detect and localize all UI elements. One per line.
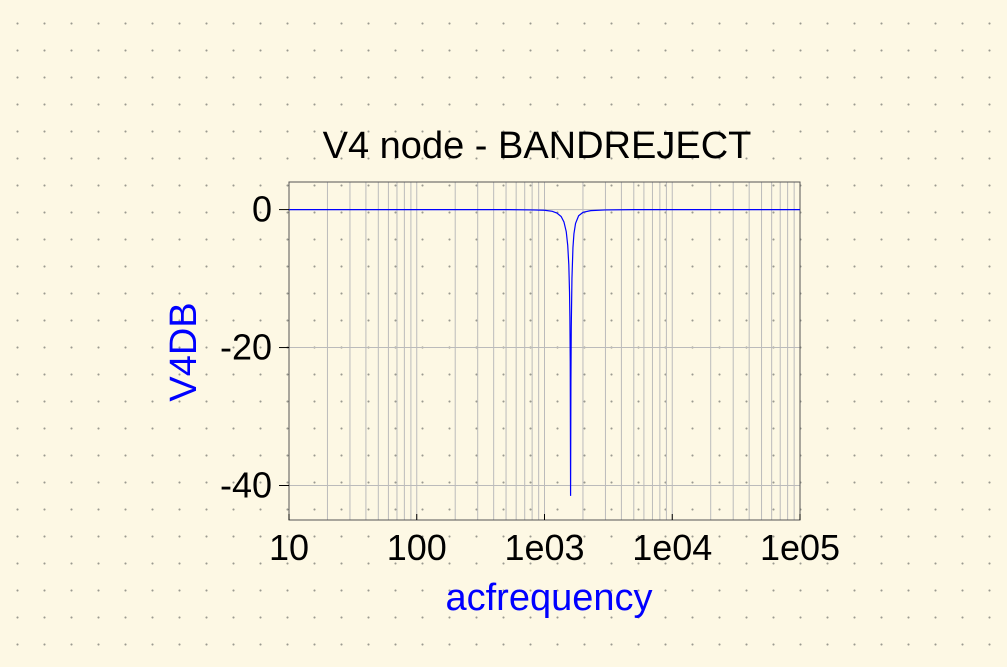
axis-ticks: 10 100 1e03 1e04 1e05 0 -20 -40 [220,189,840,568]
y-tick-label: -40 [220,465,272,506]
y-tick-label: -20 [220,327,272,368]
series-layer [289,208,800,496]
y-tick-label: 0 [252,189,272,230]
x-tick-label: 1e04 [632,527,712,568]
y-axis-label: V4DB [163,302,205,401]
series-line [289,208,800,496]
x-tick-label: 100 [387,527,447,568]
chart-title: V4 node - BANDREJECT [323,125,752,167]
x-axis-label: acfrequency [445,577,652,619]
x-tick-label: 1e03 [504,527,584,568]
x-tick-label: 10 [269,527,309,568]
x-tick-label: 1e05 [760,527,840,568]
grid-lines [289,182,800,520]
